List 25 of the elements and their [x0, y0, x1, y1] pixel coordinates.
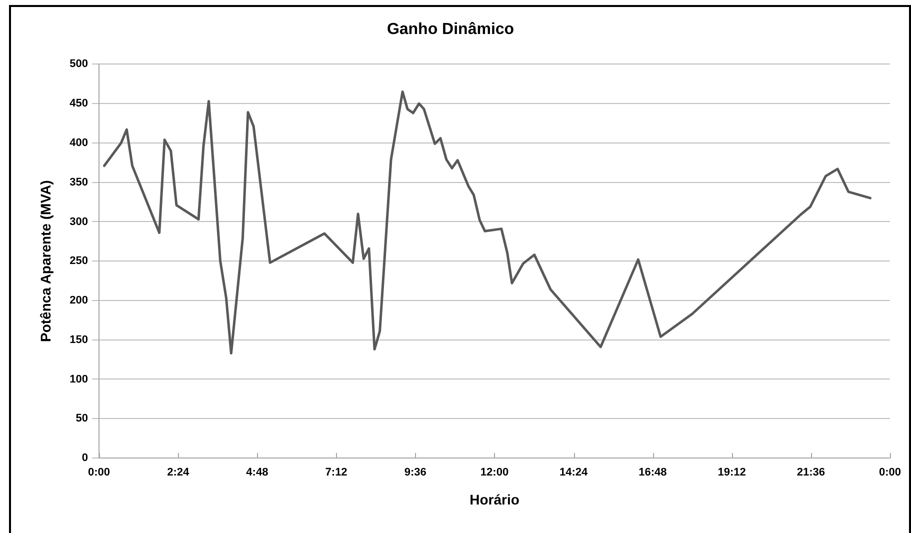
x-tick-label: 2:24: [167, 466, 190, 479]
x-tick-label: 9:36: [404, 466, 426, 479]
x-tick-label: 14:24: [560, 466, 589, 479]
x-tick-label: 16:48: [638, 466, 667, 479]
x-tick-label: 7:12: [325, 466, 348, 479]
y-tick-label: 50: [76, 412, 88, 425]
x-tick-label: 12:00: [480, 466, 509, 479]
y-tick-label: 200: [70, 294, 88, 307]
y-tick-label: 150: [70, 334, 88, 346]
y-tick-label: 0: [82, 452, 88, 464]
y-tick-label: 300: [70, 216, 88, 228]
y-axis-title: Potênca Aparente (MVA): [37, 180, 54, 342]
x-tick-label: 0:00: [878, 466, 902, 479]
y-tick-label: 100: [70, 373, 88, 386]
y-tick-label: 400: [70, 136, 88, 149]
y-tick-label: 250: [70, 255, 88, 268]
chart-title: Ganho Dinâmico: [386, 21, 514, 38]
x-tick-label: 21:36: [796, 466, 825, 479]
x-axis-title: Horário: [470, 491, 520, 508]
y-tick-label: 450: [70, 98, 88, 110]
y-tick-label: 350: [70, 176, 88, 188]
x-tick-label: 4:48: [246, 466, 268, 479]
y-tick-label: 500: [70, 58, 88, 70]
x-tick-label: 19:12: [718, 466, 746, 479]
x-tick-label: 0:00: [88, 466, 110, 479]
